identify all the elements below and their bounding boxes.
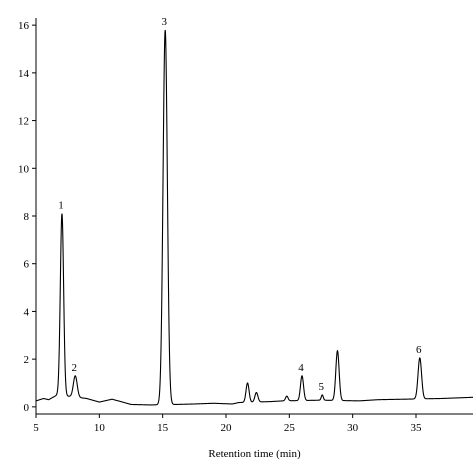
y-tick-label: 6 bbox=[24, 259, 30, 271]
y-tick-label: 14 bbox=[18, 68, 30, 80]
chromatogram-trace bbox=[35, 29, 474, 406]
peak-label-2: 2 bbox=[72, 362, 78, 374]
y-tick-label: 8 bbox=[24, 211, 30, 223]
y-tick-label: 12 bbox=[18, 116, 29, 128]
y-tick-label: 10 bbox=[18, 163, 30, 175]
x-tick-label: 30 bbox=[347, 422, 359, 434]
peak-labels-layer: 1 2 3 4 5 6 bbox=[58, 16, 422, 393]
x-axis-title: Retention time (min) bbox=[208, 448, 301, 460]
y-tick-label: 4 bbox=[24, 306, 30, 318]
peak-label-6: 6 bbox=[416, 344, 422, 356]
x-tick-label: 5 bbox=[33, 422, 39, 434]
peak-label-3: 3 bbox=[161, 16, 167, 28]
y-tick-label: 2 bbox=[24, 354, 30, 366]
x-tick-label: 20 bbox=[221, 422, 233, 434]
x-tick-label: 25 bbox=[284, 422, 296, 434]
peak-label-1: 1 bbox=[58, 200, 64, 212]
x-tick-label: 35 bbox=[411, 422, 423, 434]
x-tick-label: 15 bbox=[157, 422, 169, 434]
peak-label-4: 4 bbox=[298, 362, 304, 374]
peak-label-5: 5 bbox=[319, 381, 325, 393]
x-tick-label: 10 bbox=[94, 422, 106, 434]
y-tick-label: 0 bbox=[24, 402, 30, 414]
y-tick-label: 16 bbox=[18, 20, 30, 32]
